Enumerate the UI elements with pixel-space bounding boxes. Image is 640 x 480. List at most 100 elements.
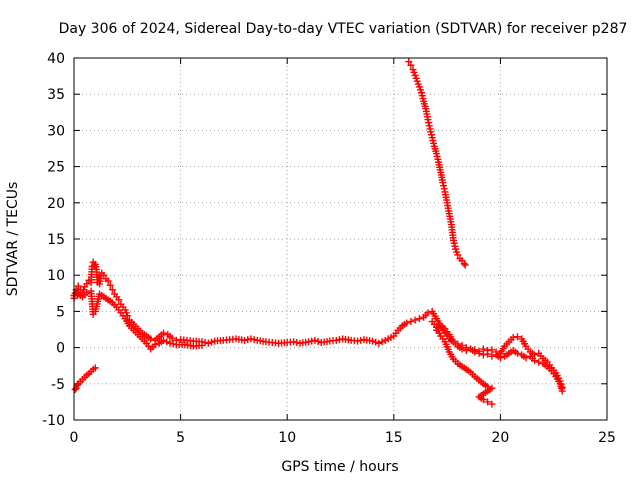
data-point bbox=[513, 333, 521, 341]
y-tick-label: 35 bbox=[47, 87, 65, 103]
data-point bbox=[83, 280, 91, 288]
plot-frame bbox=[73, 57, 608, 421]
x-tick-label: 10 bbox=[278, 430, 296, 446]
data-point bbox=[83, 289, 91, 297]
x-tick-label: 15 bbox=[385, 430, 403, 446]
data-point bbox=[461, 261, 469, 269]
data-point bbox=[375, 339, 383, 347]
data-point bbox=[425, 119, 433, 127]
data-point bbox=[479, 396, 487, 404]
data-point bbox=[479, 351, 487, 359]
grid-lines bbox=[74, 58, 607, 420]
y-tick-label: 20 bbox=[47, 196, 65, 212]
data-point bbox=[74, 282, 82, 290]
data-point bbox=[90, 262, 98, 270]
data-point bbox=[424, 309, 432, 317]
data-point bbox=[311, 336, 319, 344]
y-tick-label: 30 bbox=[47, 123, 65, 139]
data-point bbox=[354, 337, 362, 345]
data-point bbox=[462, 346, 470, 354]
data-point bbox=[509, 333, 517, 341]
data-point bbox=[108, 286, 116, 294]
y-tick-label: 40 bbox=[47, 51, 65, 67]
data-point bbox=[332, 336, 340, 344]
chart-title: Day 306 of 2024, Sidereal Day-to-day VTE… bbox=[59, 21, 628, 37]
data-point bbox=[522, 354, 530, 362]
data-point bbox=[163, 338, 171, 346]
data-point bbox=[424, 116, 432, 124]
data-point bbox=[160, 336, 168, 344]
y-axis-label: SDTVAR / TECUs bbox=[5, 182, 21, 297]
data-point bbox=[535, 358, 543, 366]
data-point bbox=[454, 251, 462, 259]
data-point bbox=[407, 318, 415, 326]
data-point bbox=[305, 338, 313, 346]
data-point bbox=[104, 277, 112, 285]
data-point bbox=[440, 185, 448, 193]
data-point bbox=[244, 336, 252, 344]
data-point bbox=[407, 61, 415, 69]
x-tick-label: 20 bbox=[491, 430, 509, 446]
data-point bbox=[198, 341, 206, 349]
axis-ticks bbox=[73, 57, 608, 421]
data-point bbox=[531, 357, 539, 365]
data-point bbox=[169, 340, 177, 348]
data-point bbox=[106, 281, 114, 289]
data-point bbox=[460, 260, 468, 268]
data-point bbox=[71, 386, 79, 394]
data-point bbox=[488, 346, 496, 354]
y-tick-label: 25 bbox=[47, 160, 65, 176]
data-points bbox=[70, 58, 566, 408]
data-point bbox=[335, 336, 343, 344]
data-point bbox=[403, 319, 411, 327]
y-tick-label: 5 bbox=[56, 304, 65, 320]
data-point bbox=[115, 296, 123, 304]
data-point bbox=[415, 315, 423, 323]
data-point bbox=[368, 337, 376, 345]
data-point bbox=[484, 350, 492, 358]
data-point bbox=[160, 329, 168, 337]
data-point bbox=[293, 339, 301, 347]
data-point bbox=[496, 354, 504, 362]
data-point bbox=[372, 338, 380, 346]
data-point bbox=[471, 348, 479, 356]
data-point bbox=[73, 381, 81, 389]
data-point bbox=[558, 387, 566, 395]
data-point bbox=[168, 334, 176, 342]
y-tick-label: 15 bbox=[47, 232, 65, 248]
x-tick-label: 5 bbox=[176, 430, 185, 446]
data-point bbox=[241, 336, 249, 344]
data-point bbox=[513, 349, 521, 357]
data-point bbox=[314, 337, 322, 345]
data-point bbox=[91, 364, 99, 372]
data-point bbox=[204, 339, 212, 347]
data-point bbox=[488, 400, 496, 408]
data-point bbox=[147, 335, 155, 343]
data-point bbox=[357, 336, 365, 344]
data-point bbox=[425, 122, 433, 130]
x-tick-label: 25 bbox=[598, 430, 616, 446]
data-point bbox=[308, 337, 316, 345]
data-point bbox=[166, 339, 174, 347]
data-point bbox=[488, 352, 496, 360]
x-axis-label: GPS time / hours bbox=[281, 459, 398, 475]
data-point bbox=[458, 345, 466, 353]
data-point bbox=[208, 338, 216, 346]
data-point bbox=[151, 341, 159, 349]
data-point bbox=[440, 182, 448, 190]
data-point bbox=[378, 338, 386, 346]
y-tick-label: 10 bbox=[47, 268, 65, 284]
data-point bbox=[100, 271, 108, 279]
y-tick-label: -5 bbox=[51, 377, 65, 393]
x-tick-label: 0 bbox=[70, 430, 79, 446]
data-point bbox=[411, 316, 419, 324]
data-point bbox=[475, 349, 483, 357]
y-tick-label: 0 bbox=[56, 341, 65, 357]
data-point bbox=[247, 335, 255, 343]
y-tick-label: -10 bbox=[42, 413, 65, 429]
tick-labels: 0 5 10 15 20 25 -10 -5 0 5 10 15 20 25 30 35 40 bbox=[42, 51, 616, 446]
data-point bbox=[250, 336, 258, 344]
data-point bbox=[405, 58, 413, 66]
data-point bbox=[484, 398, 492, 406]
